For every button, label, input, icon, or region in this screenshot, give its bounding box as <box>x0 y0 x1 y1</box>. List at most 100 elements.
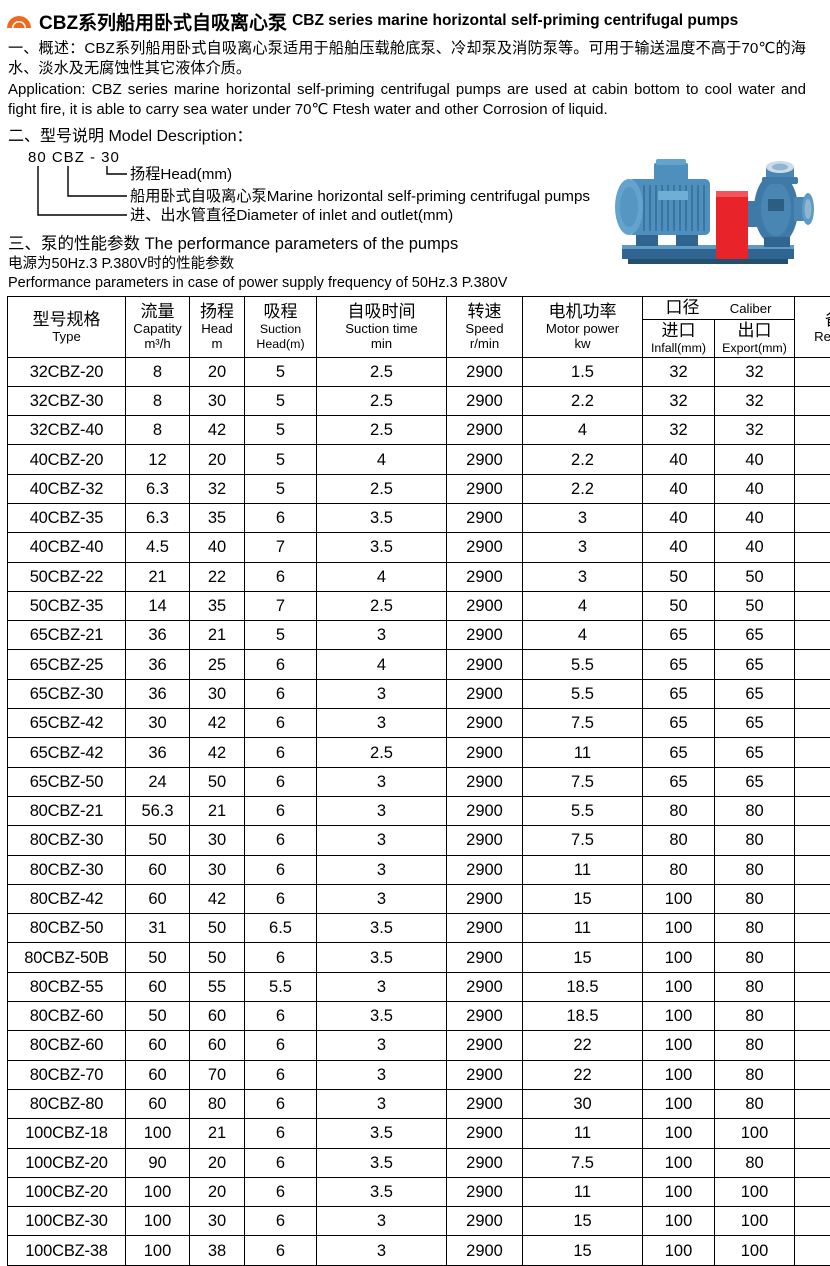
cell-export: 100 <box>715 1177 795 1206</box>
cell-type: 65CBZ-42 <box>8 738 126 767</box>
cell-infall: 65 <box>643 650 715 679</box>
cell-infall: 32 <box>643 416 715 445</box>
cell-capacity: 36 <box>126 650 190 679</box>
cell-type: 80CBZ-80 <box>8 1089 126 1118</box>
cell-speed: 2900 <box>447 767 523 796</box>
cell-head: 42 <box>190 884 245 913</box>
cell-suction-time: 3.5 <box>317 503 447 532</box>
cell-head: 70 <box>190 1060 245 1089</box>
cell-type: 80CBZ-30 <box>8 855 126 884</box>
cell-suction-time: 3 <box>317 1031 447 1060</box>
cell-infall: 100 <box>643 1119 715 1148</box>
model-legend-pump-type: 船用卧式自吸离心泵Marine horizontal self-priming … <box>130 188 590 205</box>
cell-motor-power: 22 <box>523 1060 643 1089</box>
cell-motor-power: 7.5 <box>523 1148 643 1177</box>
cell-infall: 32 <box>643 386 715 415</box>
cell-motor-power: 2.2 <box>523 445 643 474</box>
cell-remarks <box>795 943 830 972</box>
cell-motor-power: 15 <box>523 1207 643 1236</box>
cell-head: 50 <box>190 767 245 796</box>
cell-capacity: 60 <box>126 972 190 1001</box>
cell-infall: 80 <box>643 855 715 884</box>
cell-export: 50 <box>715 562 795 591</box>
cell-type: 80CBZ-60 <box>8 1002 126 1031</box>
cell-export: 32 <box>715 357 795 386</box>
cell-remarks <box>795 1002 830 1031</box>
cell-export: 80 <box>715 1148 795 1177</box>
cell-head: 35 <box>190 591 245 620</box>
cell-speed: 2900 <box>447 621 523 650</box>
cell-motor-power: 11 <box>523 738 643 767</box>
cell-remarks <box>795 562 830 591</box>
cell-remarks <box>795 591 830 620</box>
cell-capacity: 6.3 <box>126 474 190 503</box>
col-header-export: 出口 Export(mm) <box>715 320 795 358</box>
cell-speed: 2900 <box>447 1060 523 1089</box>
cell-suction-head: 6 <box>245 1207 317 1236</box>
cell-suction-time: 3 <box>317 1089 447 1118</box>
cell-suction-head: 7 <box>245 533 317 562</box>
cell-type: 50CBZ-22 <box>8 562 126 591</box>
cell-suction-head: 6 <box>245 1148 317 1177</box>
cell-remarks <box>795 1031 830 1060</box>
cell-suction-head: 6 <box>245 884 317 913</box>
cell-suction-time: 3 <box>317 855 447 884</box>
cell-suction-time: 3 <box>317 621 447 650</box>
cell-capacity: 50 <box>126 943 190 972</box>
cell-head: 32 <box>190 474 245 503</box>
cell-export: 80 <box>715 914 795 943</box>
cell-head: 20 <box>190 357 245 386</box>
cell-motor-power: 2.2 <box>523 474 643 503</box>
cell-remarks <box>795 1177 830 1206</box>
cell-motor-power: 7.5 <box>523 767 643 796</box>
cell-export: 80 <box>715 884 795 913</box>
cell-speed: 2900 <box>447 357 523 386</box>
cell-motor-power: 4 <box>523 591 643 620</box>
cell-motor-power: 5.5 <box>523 796 643 825</box>
cell-remarks <box>795 1207 830 1236</box>
cell-export: 80 <box>715 943 795 972</box>
cell-speed: 2900 <box>447 503 523 532</box>
cell-export: 65 <box>715 621 795 650</box>
cell-remarks <box>795 1119 830 1148</box>
cell-infall: 100 <box>643 972 715 1001</box>
cell-remarks <box>795 914 830 943</box>
cell-export: 65 <box>715 709 795 738</box>
cell-infall: 100 <box>643 884 715 913</box>
cell-capacity: 100 <box>126 1207 190 1236</box>
cell-infall: 65 <box>643 767 715 796</box>
cell-speed: 2900 <box>447 1236 523 1265</box>
cell-head: 30 <box>190 679 245 708</box>
cell-head: 30 <box>190 826 245 855</box>
cell-suction-head: 6 <box>245 709 317 738</box>
cell-infall: 100 <box>643 1089 715 1118</box>
cell-infall: 100 <box>643 1177 715 1206</box>
cell-motor-power: 15 <box>523 943 643 972</box>
cell-speed: 2900 <box>447 855 523 884</box>
cell-suction-head: 5 <box>245 474 317 503</box>
cell-suction-head: 5 <box>245 386 317 415</box>
cell-infall: 50 <box>643 591 715 620</box>
arch-sunrise-icon <box>6 14 32 29</box>
cell-infall: 100 <box>643 1236 715 1265</box>
cell-suction-head: 6 <box>245 826 317 855</box>
col-header-speed: 转速 Speed r/min <box>447 297 523 358</box>
cell-infall: 100 <box>643 1148 715 1177</box>
col-header-motor-power: 电机功率 Motor power kw <box>523 297 643 358</box>
cell-type: 50CBZ-35 <box>8 591 126 620</box>
cell-speed: 2900 <box>447 1148 523 1177</box>
cell-suction-time: 3.5 <box>317 1148 447 1177</box>
cell-speed: 2900 <box>447 1177 523 1206</box>
cell-suction-time: 2.5 <box>317 357 447 386</box>
cell-infall: 80 <box>643 826 715 855</box>
col-header-suction-head: 吸程 Suction Head(m) <box>245 297 317 358</box>
title-english: CBZ series marine horizontal self-primin… <box>292 12 738 30</box>
cell-motor-power: 15 <box>523 884 643 913</box>
cell-remarks <box>795 884 830 913</box>
cell-capacity: 31 <box>126 914 190 943</box>
